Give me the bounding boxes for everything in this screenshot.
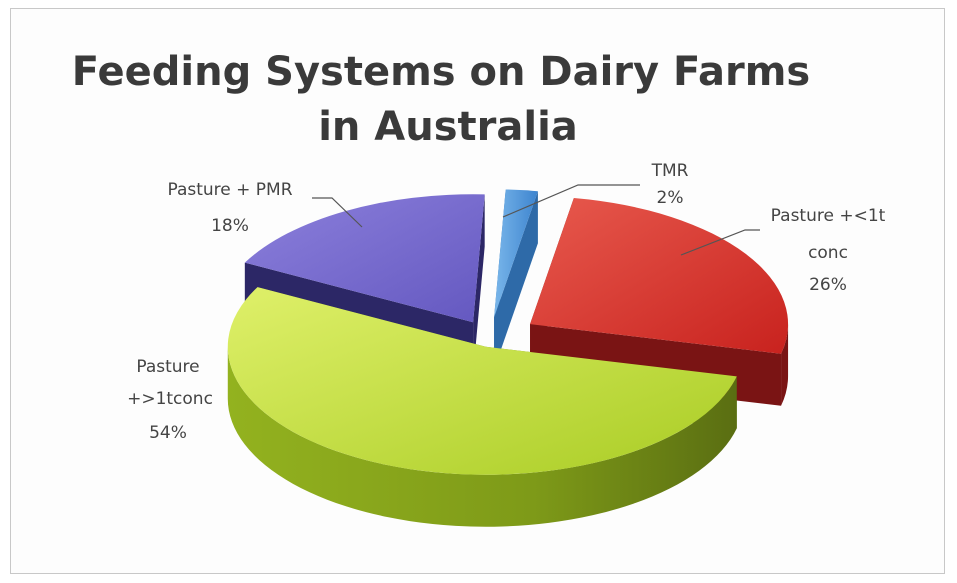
pct-tmr: 2% (657, 188, 684, 208)
pct-pasture-pmr: 18% (211, 216, 249, 236)
label-tmr: TMR (651, 161, 689, 181)
pie-side-pasture-lt1t (781, 324, 789, 406)
leader-line-tmr (502, 184, 640, 218)
label-pasture-pmr: Pasture + PMR (167, 180, 292, 200)
pie-slice-pasture-lt1t (530, 197, 789, 354)
chart-title-line-1: Feeding Systems on Dairy Farms (72, 49, 810, 95)
pie-slice-pasture-gt1t (227, 287, 737, 475)
pie-slice-tmr (494, 189, 538, 318)
pie-side-pasture-gt1t (227, 346, 737, 527)
chart-title-line-2: in Australia (318, 104, 578, 150)
label-pasture-gt1t-line-2: +>1tconc (127, 389, 213, 409)
pct-pasture-gt1t: 54% (149, 423, 187, 443)
pie-tops (227, 189, 789, 475)
label-pasture-lt1t-line-1: Pasture +<1t (771, 206, 886, 226)
pie-wall-tmr-1 (494, 191, 538, 370)
label-pasture-gt1t-line-1: Pasture (136, 357, 199, 377)
pie-wall-pasture-pmr-1 (473, 194, 485, 375)
leader-line-pasture-pmr (312, 197, 363, 228)
leader-line-pasture-lt1t (680, 229, 760, 256)
pct-pasture-lt1t: 26% (809, 275, 847, 295)
label-pasture-lt1t-line-2: conc (808, 243, 848, 263)
pie-slice-pasture-pmr (244, 194, 485, 323)
